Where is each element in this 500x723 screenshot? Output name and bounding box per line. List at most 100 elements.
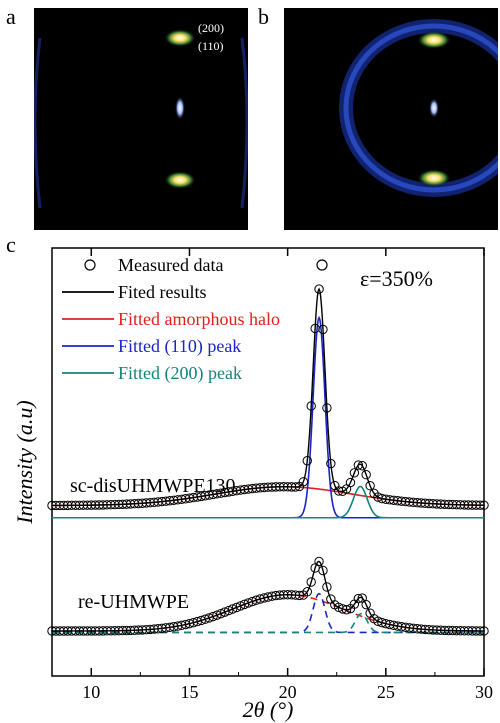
measured-point bbox=[436, 499, 446, 509]
measured-point bbox=[129, 625, 140, 635]
measured-point bbox=[282, 590, 293, 600]
measured-point bbox=[145, 624, 155, 635]
measured-point bbox=[432, 499, 442, 509]
measured-point bbox=[412, 497, 422, 508]
measured-point bbox=[216, 608, 226, 619]
measured-point bbox=[357, 461, 367, 471]
measured-point bbox=[55, 500, 65, 511]
xray-pattern-b-image bbox=[284, 8, 498, 230]
measured-point bbox=[129, 499, 140, 509]
measured-point bbox=[471, 626, 481, 636]
measured-point bbox=[420, 624, 430, 635]
measured-point bbox=[286, 590, 297, 600]
measured-point bbox=[106, 500, 116, 510]
panel-label-c: c bbox=[6, 232, 16, 257]
xray-pattern-b bbox=[284, 8, 498, 230]
measured-point bbox=[70, 500, 81, 511]
measured-point bbox=[326, 458, 336, 469]
legend-label: Measured data bbox=[118, 255, 223, 275]
measured-point bbox=[141, 498, 151, 508]
measured-point bbox=[451, 500, 462, 510]
measured-point bbox=[212, 610, 222, 620]
panel-label-a: a bbox=[6, 4, 16, 29]
measured-point bbox=[106, 626, 116, 636]
measured-point bbox=[416, 498, 426, 508]
measured-point bbox=[275, 482, 285, 492]
measured-point bbox=[290, 590, 301, 600]
measured-point bbox=[322, 582, 332, 592]
measured-point bbox=[322, 403, 332, 413]
x-tick-label: 25 bbox=[377, 682, 395, 702]
legend-label: Fitted (200) peak bbox=[118, 363, 242, 384]
measured-point bbox=[290, 482, 301, 492]
measured-point bbox=[271, 482, 281, 492]
reflection-200-110-bottom bbox=[164, 171, 196, 189]
measured-point bbox=[408, 497, 419, 508]
plot-frame bbox=[51, 247, 485, 677]
measured-point bbox=[440, 625, 450, 636]
legend-label: Fitted amorphous halo bbox=[118, 309, 280, 329]
measured-point bbox=[459, 500, 470, 510]
measured-point bbox=[125, 625, 136, 636]
measured-point bbox=[436, 625, 446, 635]
measured-point bbox=[408, 623, 419, 634]
measured-point bbox=[153, 497, 163, 507]
measured-point bbox=[475, 500, 485, 510]
measured-point bbox=[282, 482, 293, 492]
measured-point bbox=[263, 482, 273, 492]
measured-point bbox=[306, 577, 316, 587]
measured-point bbox=[78, 626, 89, 636]
measured-point bbox=[133, 498, 144, 509]
measured-point bbox=[447, 499, 458, 510]
measured-point bbox=[440, 499, 450, 509]
measured-point bbox=[443, 625, 454, 636]
peak-200-curve bbox=[52, 485, 484, 519]
legend-label: Fitted (110) peak bbox=[118, 336, 241, 357]
curves: sc-disUHMWPE130 re-UHMWPE bbox=[51, 287, 485, 634]
measured-point bbox=[110, 499, 120, 510]
measured-point bbox=[467, 500, 477, 510]
measured-point bbox=[145, 497, 155, 508]
measured-point bbox=[117, 499, 128, 509]
measured-point bbox=[227, 604, 238, 614]
measured-point bbox=[102, 500, 112, 510]
measured-point bbox=[467, 626, 477, 636]
measured-point bbox=[74, 626, 85, 636]
measured-point bbox=[424, 498, 434, 509]
measured-point bbox=[432, 625, 442, 635]
measured-point bbox=[51, 626, 61, 636]
measured-point bbox=[121, 625, 132, 636]
measured-point bbox=[259, 482, 269, 493]
measured-point bbox=[86, 500, 96, 510]
measured-point bbox=[63, 500, 73, 511]
measured-point bbox=[286, 482, 297, 492]
measured-point bbox=[114, 499, 124, 510]
measured-point bbox=[125, 499, 136, 509]
measured-point bbox=[337, 604, 348, 614]
strain-annotation: ε=350% bbox=[360, 266, 433, 291]
measured-point bbox=[117, 625, 128, 636]
measured-point bbox=[220, 607, 230, 617]
peak-label-200: (200) bbox=[198, 21, 224, 35]
profile-chart-svg: 10 15 20 25 30 sc-disUHMWPE130 re-UHMWPE Meas… bbox=[12, 247, 493, 722]
x-tick-label: 20 bbox=[279, 682, 297, 702]
measured-point bbox=[235, 601, 246, 611]
measured-point bbox=[98, 626, 108, 636]
measured-point bbox=[137, 498, 148, 508]
measured-point bbox=[455, 500, 466, 510]
legend-marker bbox=[316, 259, 328, 271]
measured-point bbox=[314, 556, 324, 567]
measured-point bbox=[396, 496, 407, 506]
measured-point bbox=[133, 625, 144, 635]
measured-point bbox=[365, 481, 375, 491]
measured-point bbox=[78, 500, 89, 510]
y-axis-label: Intensity (a.u) bbox=[12, 400, 37, 524]
measured-point bbox=[55, 626, 65, 636]
measured-point bbox=[149, 497, 159, 508]
measured-point bbox=[94, 500, 104, 510]
measured-point bbox=[59, 500, 69, 511]
measured-point bbox=[255, 483, 265, 493]
profile-chart: 10 15 20 25 30 sc-disUHMWPE130 re-UHMWPE Meas… bbox=[0, 240, 500, 723]
measured-point bbox=[47, 626, 57, 636]
measured-point bbox=[420, 498, 430, 508]
